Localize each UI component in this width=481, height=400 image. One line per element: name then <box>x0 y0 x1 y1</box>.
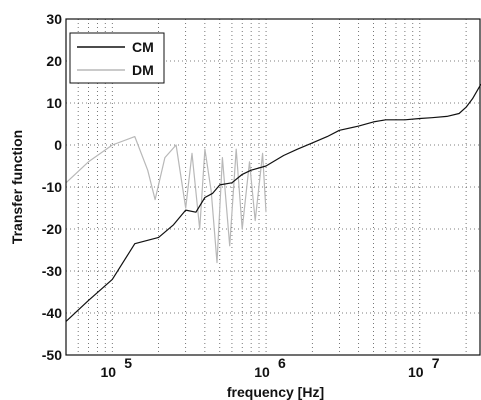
tick-labels: 30 20 10 0 -10 -20 -30 -40 -50 10 5 10 6 10 7 <box>42 11 440 380</box>
x-tick-exponent: 6 <box>278 355 286 371</box>
y-tick-label: 0 <box>54 137 62 153</box>
series-line-dm <box>66 136 267 264</box>
legend-label-dm: DM <box>132 62 154 78</box>
series-line-cm <box>66 83 481 322</box>
series-layer <box>66 83 481 322</box>
y-tick-label: 10 <box>46 95 62 111</box>
plot-frame <box>65 18 481 356</box>
x-tick-exponent: 7 <box>432 355 440 371</box>
legend-label-cm: CM <box>132 39 154 55</box>
x-tick-label: 10 <box>408 364 424 380</box>
y-tick-label: 30 <box>46 11 62 27</box>
y-tick-label: -20 <box>42 221 62 237</box>
x-tick-exponent: 5 <box>124 355 132 371</box>
x-tick-label: 10 <box>100 364 116 380</box>
y-tick-label: -40 <box>42 305 62 321</box>
plot-border <box>65 18 481 356</box>
y-tick-label: -30 <box>42 263 62 279</box>
y-tick-label: -10 <box>42 179 62 195</box>
y-tick-label: 20 <box>46 53 62 69</box>
y-axis-label: Transfer function <box>9 130 25 244</box>
x-tick-label: 10 <box>254 364 270 380</box>
legend: CM DM <box>69 32 165 84</box>
x-axis-label: frequency [Hz] <box>227 384 324 400</box>
legend-box <box>69 32 165 84</box>
y-tick-label: -50 <box>42 347 62 363</box>
